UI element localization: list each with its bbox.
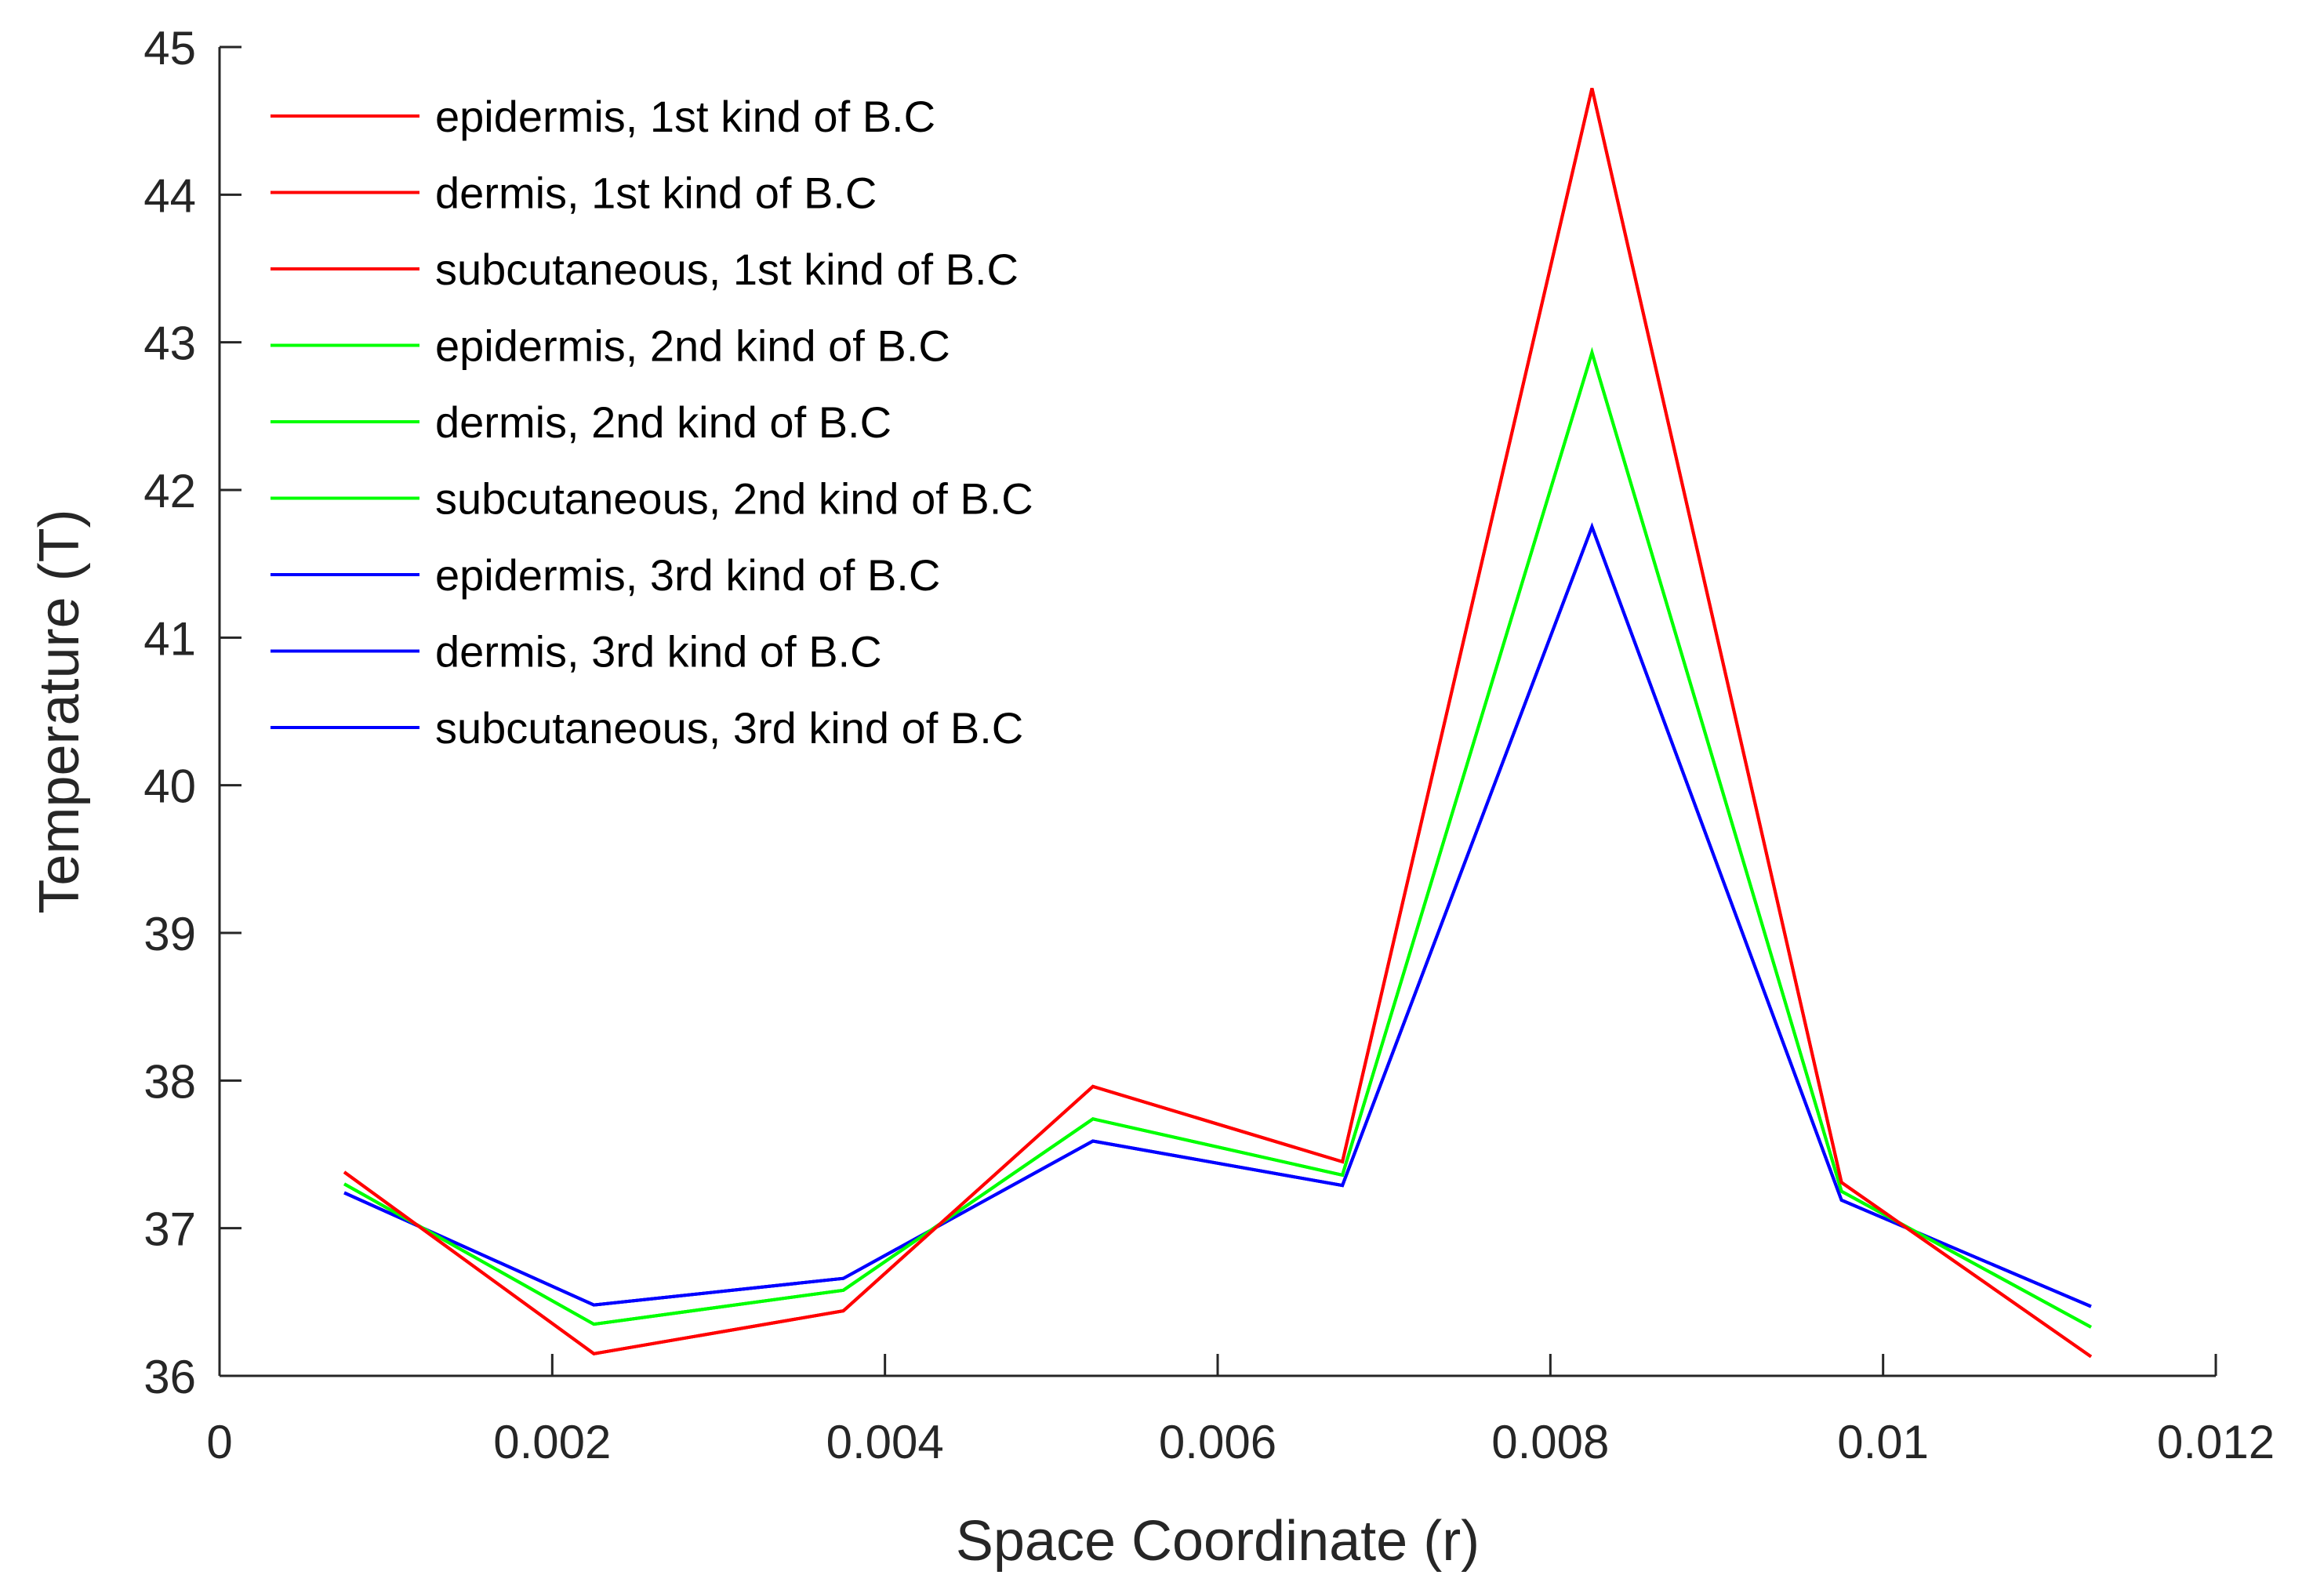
y-tick-label: 40	[143, 760, 196, 813]
series-line-4	[343, 347, 2092, 1329]
legend-label: dermis, 2nd kind of B.C	[435, 397, 891, 447]
legend-label: epidermis, 3rd kind of B.C	[435, 550, 940, 600]
y-tick-label: 44	[143, 169, 196, 222]
legend-label: epidermis, 2nd kind of B.C	[435, 321, 950, 371]
legend-label: subcutaneous, 2nd kind of B.C	[435, 474, 1033, 524]
x-axis-title: Space Coordinate (r)	[956, 1510, 1480, 1573]
axes-layer: 0 0.002 0.004 0.006 0.008 0.01 0.012 36 37 38 39 40…	[143, 22, 2275, 1468]
x-tick-label: 0.008	[1491, 1416, 1609, 1468]
x-tick-label: 0.004	[826, 1416, 944, 1468]
series-line-1	[343, 88, 2093, 1359]
legend-label: epidermis, 1st kind of B.C	[435, 92, 935, 141]
x-tick-label: 0.01	[1837, 1416, 1929, 1468]
y-tick-label: 42	[143, 465, 196, 517]
y-axis-title: Temperature (T)	[28, 509, 91, 913]
series-line-7	[343, 522, 2092, 1308]
x-tick-label: 0.002	[493, 1416, 611, 1468]
series-layer	[343, 88, 2093, 1359]
y-tick-label: 43	[143, 318, 196, 370]
x-tick-label: 0.012	[2157, 1416, 2275, 1468]
legend-label: subcutaneous, 1st kind of B.C	[435, 245, 1019, 294]
y-tick-label: 41	[143, 612, 196, 665]
y-tick-label: 38	[143, 1055, 196, 1108]
x-tick-label: 0	[206, 1416, 232, 1468]
y-tick-label: 45	[143, 22, 196, 74]
legend-label: dermis, 3rd kind of B.C	[435, 627, 882, 677]
legend-label: dermis, 1st kind of B.C	[435, 169, 877, 218]
legend-label: subcutaneous, 3rd kind of B.C	[435, 703, 1023, 753]
y-tick-label: 36	[143, 1351, 196, 1403]
legend: epidermis, 1st kind of B.C dermis, 1st ki…	[271, 92, 1033, 753]
y-tick-label: 39	[143, 908, 196, 960]
x-tick-label: 0.006	[1159, 1416, 1276, 1468]
y-tick-label: 37	[143, 1203, 196, 1256]
